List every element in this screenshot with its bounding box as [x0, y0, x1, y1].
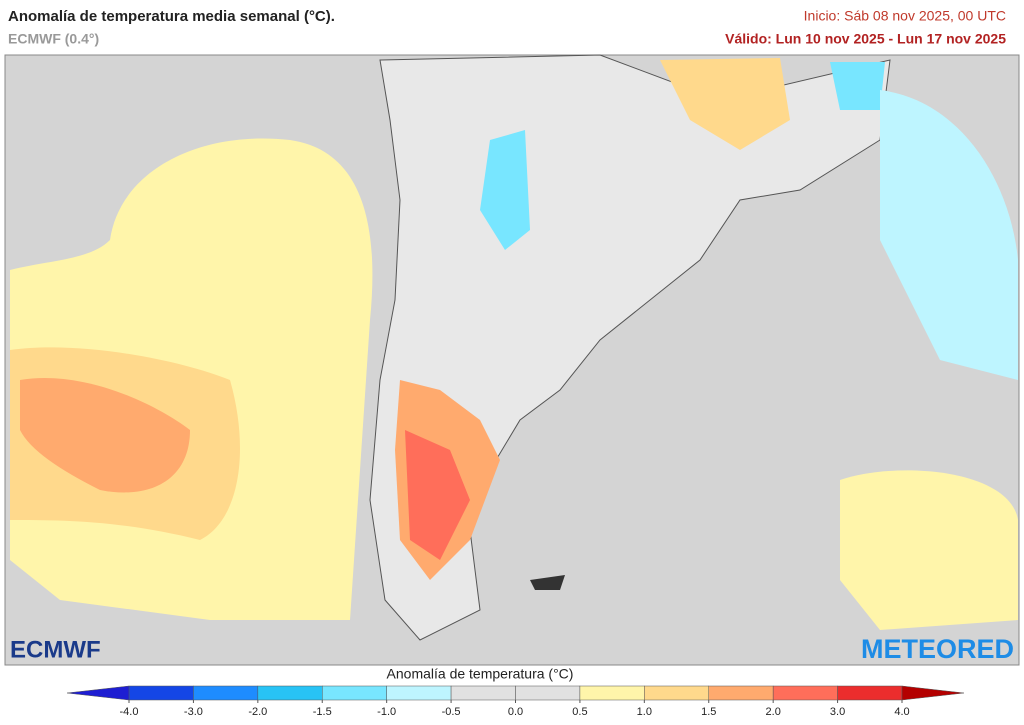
colorbar-segment	[193, 685, 259, 701]
colorbar-segment	[837, 685, 903, 701]
colorbar-tick-label: -1.5	[313, 706, 332, 718]
colorbar-tick-label: 0.5	[572, 706, 587, 718]
model: ECMWF (0.4°)	[8, 31, 99, 47]
colorbar-segment	[322, 685, 387, 701]
colorbar-segment	[644, 685, 709, 701]
colorbar-segment	[579, 685, 645, 701]
init-time: Inicio: Sáb 08 nov 2025, 00 UTC	[804, 8, 1006, 24]
valid-time: Válido: Lun 10 nov 2025 - Lun 17 nov 202…	[725, 31, 1006, 47]
colorbar-label: Anomalía de temperatura (°C)	[387, 666, 574, 682]
colorbar-low-arrow	[66, 685, 130, 701]
colorbar-tick-label: 0.0	[508, 706, 523, 718]
colorbar-tick-label: 2.0	[766, 706, 781, 718]
colorbar-tick-label: 3.0	[830, 706, 845, 718]
colorbar-segment	[450, 685, 516, 701]
colorbar-tick-label: -2.0	[248, 706, 267, 718]
colorbar-segment	[708, 685, 774, 701]
map	[4, 54, 1020, 666]
colorbar-segment	[772, 685, 838, 701]
colorbar-tick-label: -0.5	[442, 706, 461, 718]
colorbar-tick-label: -4.0	[120, 706, 139, 718]
ecmwf-logo: ECMWF	[10, 636, 101, 663]
colorbar: -4.0 -3.0 -2.0 -1.5 -1.0 -0.5 0.0 0.5 1.0 1.5 2.0 3…	[66, 685, 965, 718]
colorbar-segment	[515, 685, 581, 701]
colorbar-tick-label: 1.0	[637, 706, 652, 718]
colorbar-segment	[386, 685, 452, 701]
meteored-logo: METEORED	[861, 634, 1014, 664]
colorbar-segment	[257, 685, 323, 701]
colorbar-tick-label: 1.5	[701, 706, 716, 718]
colorbar-segment	[128, 685, 194, 701]
colorbar-high-arrow	[901, 685, 965, 701]
title: Anomalía de temperatura media semanal (°…	[8, 8, 335, 25]
colorbar-tick-label: -1.0	[377, 706, 396, 718]
colorbar-tick-label: 4.0	[894, 706, 909, 718]
colorbar-tick-label: -3.0	[184, 706, 203, 718]
